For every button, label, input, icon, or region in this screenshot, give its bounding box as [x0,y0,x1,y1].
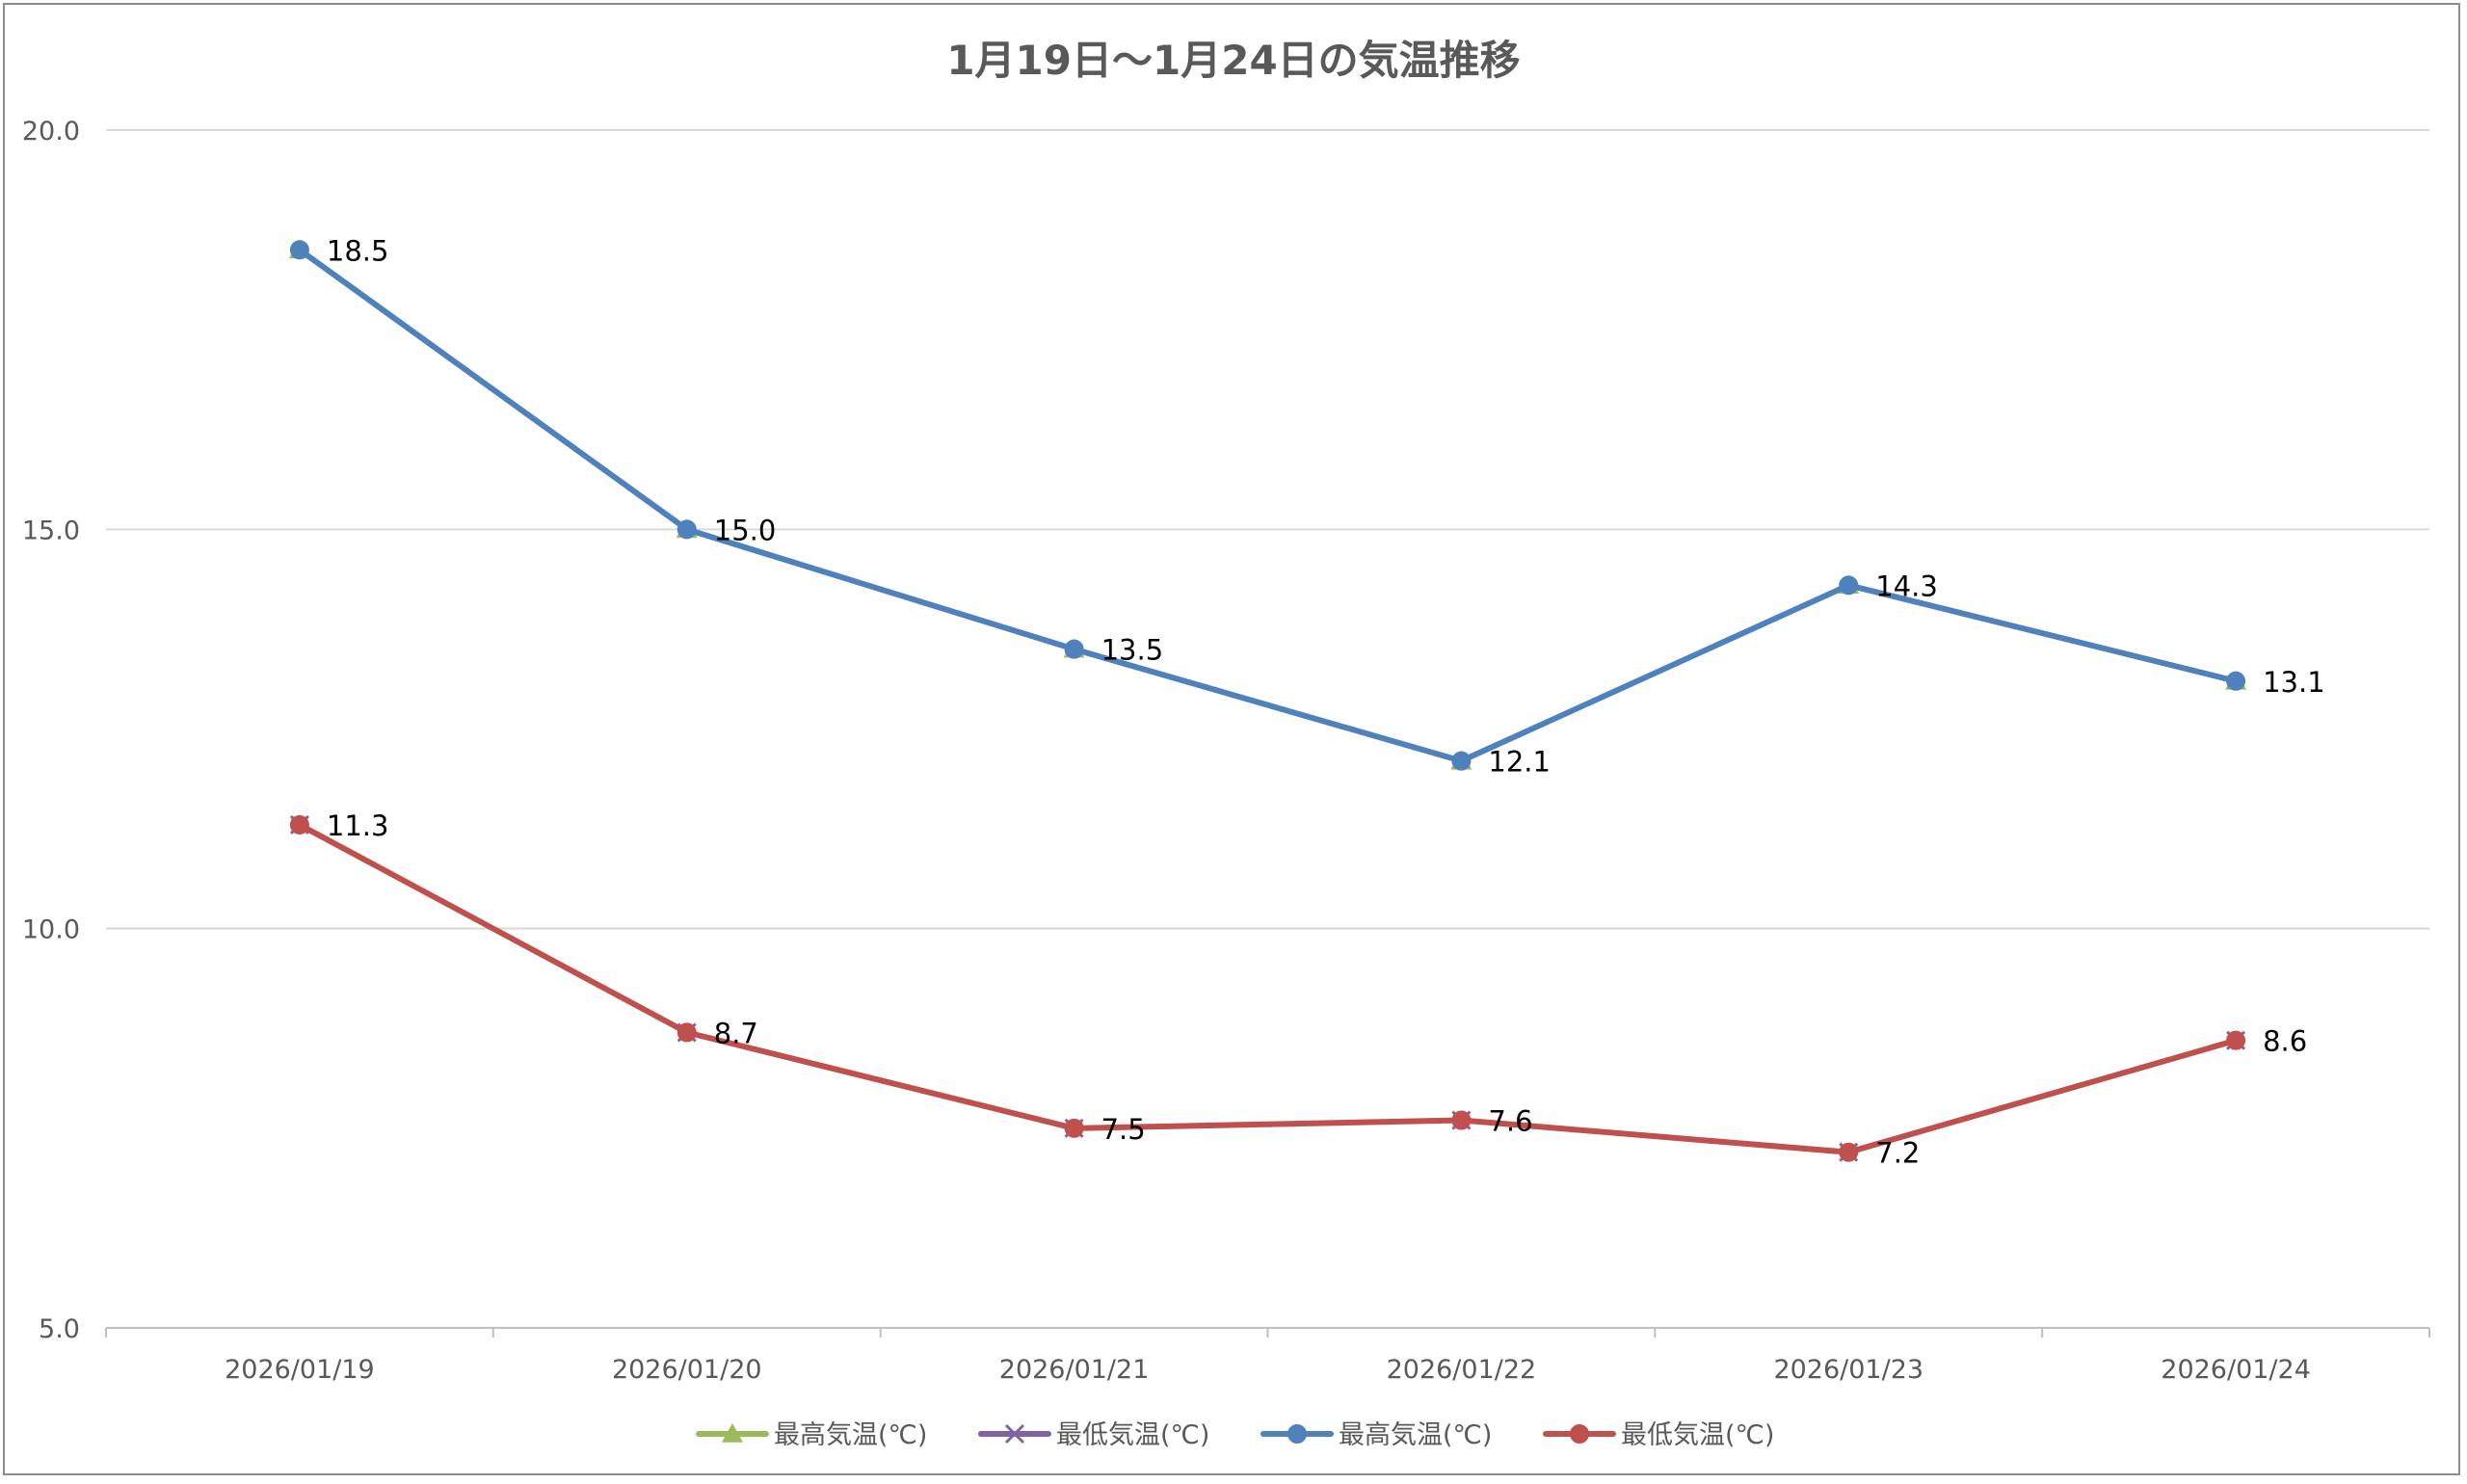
data-label: 14.3 [1875,570,1938,602]
data-label: 11.3 [327,809,389,842]
y-tick-label: 5.0 [39,1314,80,1344]
data-point [1839,1142,1859,1162]
plot-series [288,239,2247,1162]
data-label: 8.6 [2263,1025,2307,1058]
legend-item: 最低気温(℃) [1543,1420,1774,1450]
series-line [296,247,2240,764]
chart-frame: 1月19日～1月24日の気温推移 5.0 10.0 15.0 20.0 2026/01… [3,3,2460,1475]
legend: 最高気温(℃) 最低気温(℃) 最高気温(℃) 最低気温(℃) [696,1420,1774,1450]
x-axis-tick-labels: 2026/01/19 2026/01/20 2026/01/21 2026/01/22… [225,1355,2311,1385]
x-axis [105,1327,2430,1338]
legend-label: 最高気温(℃) [774,1420,927,1450]
chart-title: 1月19日～1月24日の気温推移 [946,37,1520,84]
y-tick-label: 20.0 [22,117,80,146]
x-tick-label: 2026/01/24 [2161,1355,2311,1385]
y-axis-tick-labels: 5.0 10.0 15.0 20.0 [22,117,80,1344]
data-label: 7.5 [1101,1113,1146,1146]
x-tick-label: 2026/01/20 [612,1355,762,1385]
data-point [1839,575,1859,596]
series-4 [289,814,2246,1162]
data-labels: 18.5 15.0 13.5 12.1 14.3 13.1 11.3 8.7 7.5 7.6 7.2… [327,234,2325,1169]
x-tick-label: 2026/01/19 [225,1355,375,1385]
data-point [1451,751,1472,771]
data-point [1451,1110,1472,1130]
legend-marker [1004,1423,1025,1444]
data-point [1064,639,1084,659]
data-label: 8.7 [714,1017,758,1049]
x-tick-label: 2026/01/22 [1387,1355,1537,1385]
series-2 [289,814,2246,1162]
legend-label: 最低気温(℃) [1621,1420,1774,1450]
line-chart: 1月19日～1月24日の気温推移 5.0 10.0 15.0 20.0 2026/01… [22,37,2430,1450]
data-point [676,519,697,540]
legend-item: 最低気温(℃) [978,1420,1209,1450]
data-point [1064,1118,1084,1138]
x-tick-label: 2026/01/23 [1773,1355,1923,1385]
data-label: 13.5 [1101,634,1164,667]
series-3 [289,240,2246,771]
data-label: 15.0 [714,514,777,546]
data-point [289,240,309,260]
legend-marker [1570,1424,1589,1444]
data-point [676,1022,697,1043]
legend-item: 最高気温(℃) [1260,1420,1492,1450]
data-point [289,814,309,835]
data-label: 7.2 [1875,1137,1920,1170]
series-line [296,821,2240,1155]
data-point [2226,1030,2246,1050]
y-tick-label: 15.0 [22,516,80,545]
legend-label: 最低気温(℃) [1056,1420,1209,1450]
legend-label: 最高気温(℃) [1339,1420,1492,1450]
legend-marker [1287,1424,1307,1444]
legend-item: 最高気温(℃) [696,1420,927,1450]
data-label: 13.1 [2263,666,2325,699]
x-tick-label: 2026/01/21 [999,1355,1150,1385]
y-tick-label: 10.0 [22,915,80,945]
series-1 [288,239,2247,770]
data-label: 7.6 [1488,1105,1532,1138]
data-point [2226,671,2246,691]
gridlines [106,129,2429,930]
data-label: 18.5 [327,234,389,267]
data-label: 12.1 [1488,746,1551,779]
legend-marker [722,1423,743,1443]
